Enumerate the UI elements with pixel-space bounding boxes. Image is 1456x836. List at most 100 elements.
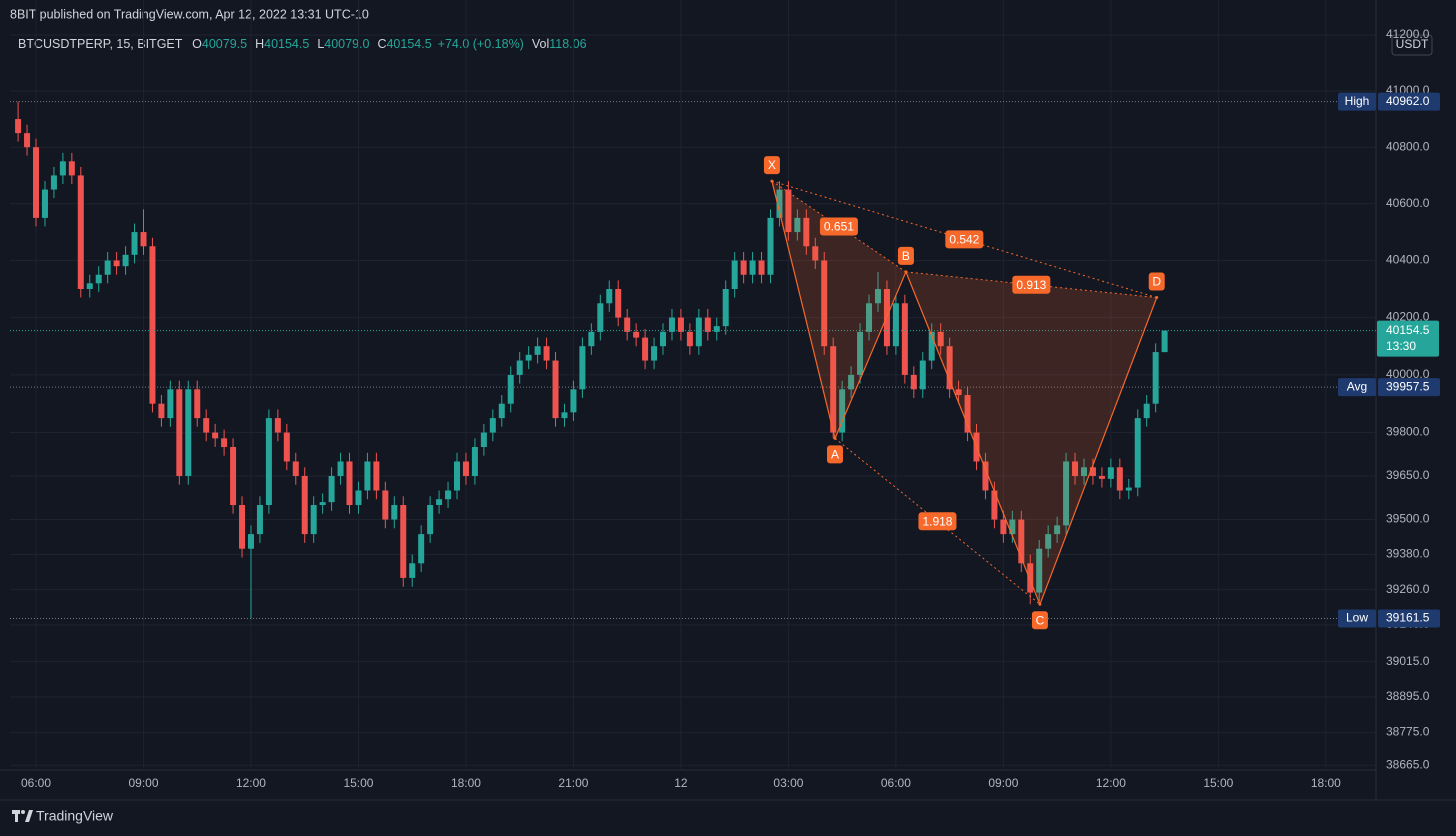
candle-body — [668, 317, 675, 332]
y-tick-label: 39015.0 — [1386, 654, 1430, 668]
pattern-area — [771, 181, 906, 439]
x-tick-label: 18:00 — [1311, 776, 1341, 790]
candle-body — [1018, 519, 1025, 564]
level-value: 39161.5 — [1386, 611, 1430, 625]
ratio-label: 0.651 — [824, 220, 854, 234]
point-label: B — [902, 249, 910, 263]
point-label: C — [1036, 613, 1045, 627]
candle-body — [901, 303, 908, 375]
candle-body — [776, 189, 783, 218]
candle-body — [1098, 475, 1105, 479]
candle-body — [489, 418, 496, 433]
candle-body — [346, 461, 353, 506]
candle-body — [660, 331, 667, 347]
candle-body — [167, 389, 174, 419]
y-tick-label: 39500.0 — [1386, 512, 1430, 526]
candle-body — [113, 260, 120, 267]
x-tick-label: 09:00 — [128, 776, 158, 790]
x-tick-label: 18:00 — [451, 776, 481, 790]
candle-body — [1036, 548, 1043, 593]
candle-body — [418, 534, 425, 564]
candle-body — [525, 354, 532, 361]
candle-body — [624, 317, 631, 332]
level-name-box — [1338, 609, 1376, 628]
x-tick-label: 12:00 — [1096, 776, 1126, 790]
candle-body — [140, 232, 147, 247]
pattern-point — [1155, 296, 1159, 300]
brand-logo — [12, 810, 33, 822]
candle-body — [41, 189, 48, 218]
candle-body — [857, 331, 864, 375]
candle-body — [1080, 467, 1087, 476]
x-tick-label: 12:00 — [236, 776, 266, 790]
x-tick-label: 06:00 — [881, 776, 911, 790]
candle-body — [409, 563, 416, 578]
candle-body — [364, 461, 371, 491]
candle-body — [982, 461, 989, 491]
candle-body — [516, 360, 523, 375]
y-tick-label: 40400.0 — [1386, 253, 1430, 267]
candle-body — [310, 505, 317, 535]
candle-body — [265, 418, 272, 506]
level-value-box — [1378, 378, 1440, 397]
candle-body — [239, 505, 246, 549]
candle-body — [292, 461, 299, 476]
candle-body — [274, 418, 281, 433]
candle-body — [149, 246, 156, 404]
y-tick-label: 40200.0 — [1386, 310, 1430, 324]
candle-body — [328, 475, 335, 503]
x-tick-label: 15:00 — [343, 776, 373, 790]
candle-body — [695, 317, 702, 347]
y-tick-label: 40800.0 — [1386, 139, 1430, 153]
candle-body — [337, 461, 344, 476]
pattern-point — [833, 436, 837, 440]
volume: 118.06 — [549, 37, 586, 51]
volume-label: Vol — [532, 37, 549, 51]
y-tick-label: 40600.0 — [1386, 196, 1430, 210]
pattern-leg — [1039, 297, 1158, 605]
ratio-box — [945, 230, 984, 249]
candle-body — [1089, 467, 1096, 476]
ohlc-value: 40079.0 — [324, 37, 369, 51]
candle-body — [185, 389, 192, 476]
ohlc-value: 40154.5 — [386, 37, 431, 51]
level-name: Low — [1346, 611, 1368, 625]
candle-body — [704, 317, 711, 332]
candle-body — [15, 119, 22, 134]
ohlc-label: H — [255, 37, 264, 51]
candle-body — [964, 395, 971, 433]
point-label: A — [831, 448, 839, 462]
candle-body — [615, 288, 622, 318]
candle-body — [373, 461, 380, 491]
candle-body — [1072, 461, 1079, 476]
candle-body — [570, 389, 577, 413]
candle-body — [1161, 330, 1168, 353]
candle-body — [194, 389, 201, 419]
candle-body — [1134, 418, 1141, 488]
candle-body — [839, 389, 846, 433]
candle-body — [453, 461, 460, 491]
footer — [0, 800, 1456, 836]
x-tick-label: 15:00 — [1203, 776, 1233, 790]
candle-body — [95, 274, 102, 284]
candle-body — [642, 337, 649, 361]
candle-body — [579, 346, 586, 390]
candle-body — [158, 403, 165, 419]
point-box — [1031, 611, 1048, 630]
candle-body — [436, 499, 443, 506]
candle-body — [480, 432, 487, 448]
candle-body — [812, 246, 819, 261]
candle-body — [1143, 403, 1150, 419]
published: 8BIT published on TradingView.com, Apr 1… — [10, 7, 369, 21]
level-value-box — [1378, 92, 1440, 111]
candle-body — [928, 331, 935, 361]
candle-body — [247, 534, 254, 549]
point-box — [826, 445, 843, 464]
candle-body — [33, 147, 40, 218]
y-tick-label: 39800.0 — [1386, 425, 1430, 439]
candle-body — [131, 232, 138, 255]
candle-body — [256, 505, 263, 535]
candle-body — [991, 490, 998, 520]
